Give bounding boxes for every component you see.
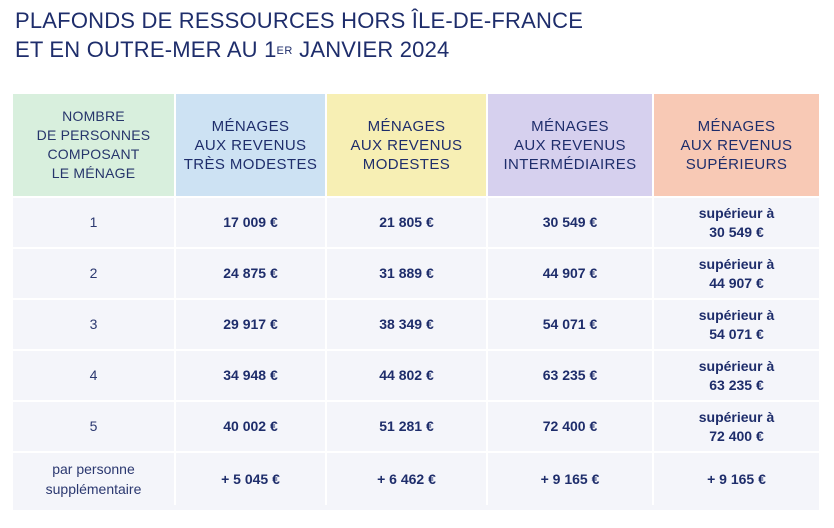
modest-cell: 44 802 € — [327, 351, 488, 402]
header-line: INTERMÉDIAIRES — [503, 155, 637, 173]
intermediate-cell: 30 549 € — [488, 198, 654, 249]
table-row-additional-person: par personne supplémentaire + 5 045 € + … — [13, 453, 819, 505]
very-modest-cell: 34 948 € — [176, 351, 327, 402]
header-line: AUX REVENUS — [514, 136, 626, 154]
modest-cell: 38 349 € — [327, 300, 488, 351]
superior-prefix: supérieur à — [698, 306, 775, 323]
table-row: 4 34 948 € 44 802 € 63 235 € supérieur à… — [13, 351, 819, 402]
modest-cell: 31 889 € — [327, 249, 488, 300]
header-line: TRÈS MODESTES — [183, 155, 318, 173]
superior-cell: supérieur à 54 071 € — [654, 300, 819, 351]
very-modest-cell: 40 002 € — [176, 402, 327, 453]
superior-amount: 72 400 € — [709, 427, 764, 444]
superior-cell: supérieur à 72 400 € — [654, 402, 819, 453]
very-modest-cell: 29 917 € — [176, 300, 327, 351]
superior-amount: 54 071 € — [709, 325, 764, 342]
additional-person-label-line: par personne — [52, 461, 135, 477]
household-size-cell: 4 — [13, 351, 176, 402]
header-line: NOMBRE — [62, 108, 125, 124]
table-row: 1 17 009 € 21 805 € 30 549 € supérieur à… — [13, 198, 819, 249]
superior-cell: supérieur à 63 235 € — [654, 351, 819, 402]
header-very-modest: MÉNAGES AUX REVENUS TRÈS MODESTES — [176, 94, 327, 198]
page-title: PLAFONDS DE RESSOURCES HORS ÎLE-DE-FRANC… — [15, 6, 815, 64]
household-size-cell: 1 — [13, 198, 176, 249]
header-row: NOMBRE DE PERSONNES COMPOSANT LE MÉNAGE … — [13, 94, 819, 198]
header-superior: MÉNAGES AUX REVENUS SUPÉRIEURS — [654, 94, 819, 198]
superior-amount: 44 907 € — [709, 274, 764, 291]
superior-prefix: supérieur à — [698, 255, 775, 272]
title-line-2-end: JANVIER 2024 — [292, 37, 450, 62]
superior-cell: + 9 165 € — [654, 453, 819, 505]
intermediate-cell: 44 907 € — [488, 249, 654, 300]
ceilings-table: NOMBRE DE PERSONNES COMPOSANT LE MÉNAGE … — [13, 94, 819, 505]
header-modest: MÉNAGES AUX REVENUS MODESTES — [327, 94, 488, 198]
header-line: AUX REVENUS — [350, 136, 463, 154]
modest-cell: 21 805 € — [327, 198, 488, 249]
header-line: AUX REVENUS — [194, 136, 307, 154]
superior-prefix: supérieur à — [698, 408, 775, 425]
header-line: SUPÉRIEURS — [685, 155, 788, 173]
household-size-cell: 5 — [13, 402, 176, 453]
header-line: COMPOSANT — [47, 146, 140, 162]
superior-prefix: supérieur à — [698, 204, 775, 221]
table-row: 5 40 002 € 51 281 € 72 400 € supérieur à… — [13, 402, 819, 453]
very-modest-cell: 17 009 € — [176, 198, 327, 249]
header-line: MÉNAGES — [367, 117, 446, 135]
intermediate-cell: 54 071 € — [488, 300, 654, 351]
header-line: MÉNAGES — [531, 117, 609, 135]
header-line: AUX REVENUS — [680, 136, 793, 154]
superior-prefix: supérieur à — [698, 357, 775, 374]
household-size-cell: 3 — [13, 300, 176, 351]
title-line-1: PLAFONDS DE RESSOURCES HORS ÎLE-DE-FRANC… — [15, 8, 584, 33]
intermediate-cell: 63 235 € — [488, 351, 654, 402]
intermediate-cell: 72 400 € — [488, 402, 654, 453]
additional-person-label-line: supplémentaire — [45, 481, 142, 497]
header-line: MODESTES — [362, 155, 451, 173]
superior-cell: supérieur à 30 549 € — [654, 198, 819, 249]
header-line: LE MÉNAGE — [51, 165, 136, 181]
table-row: 2 24 875 € 31 889 € 44 907 € supérieur à… — [13, 249, 819, 300]
title-line-2-start: ET EN OUTRE-MER AU 1 — [15, 37, 277, 62]
table-row: 3 29 917 € 38 349 € 54 071 € supérieur à… — [13, 300, 819, 351]
additional-person-label: par personne supplémentaire — [13, 453, 176, 505]
resource-ceilings-table: NOMBRE DE PERSONNES COMPOSANT LE MÉNAGE … — [13, 94, 819, 510]
very-modest-cell: + 5 045 € — [176, 453, 327, 505]
superior-amount: 30 549 € — [709, 223, 764, 240]
header-household-size: NOMBRE DE PERSONNES COMPOSANT LE MÉNAGE — [13, 94, 176, 198]
intermediate-cell: + 9 165 € — [488, 453, 654, 505]
household-size-cell: 2 — [13, 249, 176, 300]
very-modest-cell: 24 875 € — [176, 249, 327, 300]
modest-cell: 51 281 € — [327, 402, 488, 453]
modest-cell: + 6 462 € — [327, 453, 488, 505]
superior-amount: 63 235 € — [709, 376, 764, 393]
header-intermediate: MÉNAGES AUX REVENUS INTERMÉDIAIRES — [488, 94, 654, 198]
header-line: MÉNAGES — [211, 117, 290, 135]
superior-cell: supérieur à 44 907 € — [654, 249, 819, 300]
title-superscript: ER — [276, 45, 293, 57]
header-line: DE PERSONNES — [36, 127, 151, 143]
header-line: MÉNAGES — [697, 117, 776, 135]
title-line-2: ET EN OUTRE-MER AU 1ER JANVIER 2024 — [15, 35, 815, 64]
